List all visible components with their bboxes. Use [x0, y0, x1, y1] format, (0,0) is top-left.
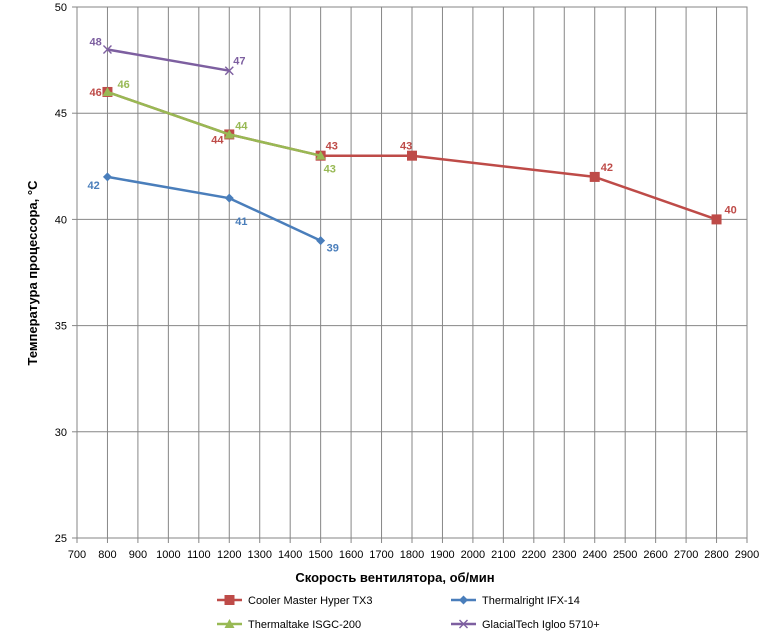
x-tick-label: 2300 — [552, 549, 576, 561]
legend-label: Thermalright IFX-14 — [482, 595, 580, 607]
data-label: 40 — [725, 204, 737, 216]
y-tick-label: 40 — [55, 214, 67, 226]
x-tick-label: 2400 — [582, 549, 606, 561]
x-tick-label: 2000 — [461, 549, 485, 561]
x-tick-label: 1600 — [339, 549, 363, 561]
x-tick-label: 800 — [98, 549, 116, 561]
legend-label: Thermaltake ISGC-200 — [248, 619, 361, 631]
data-point-marker — [711, 214, 722, 225]
data-point-marker — [224, 66, 234, 76]
data-label: 46 — [117, 79, 129, 91]
x-tick-label: 2200 — [522, 549, 546, 561]
x-tick-label: 1200 — [217, 549, 241, 561]
y-tick-label: 50 — [55, 2, 67, 14]
y-tick-label: 35 — [55, 321, 67, 333]
series-line — [107, 175, 322, 242]
legend-label: GlacialTech Igloo 5710+ — [482, 619, 600, 631]
x-tick-label: 1700 — [369, 549, 393, 561]
legend-marker — [459, 619, 468, 629]
legend-marker — [459, 595, 468, 605]
x-axis-title: Скорость вентилятора, об/мин — [295, 570, 494, 585]
data-label: 43 — [324, 164, 336, 176]
x-tick-label: 2700 — [674, 549, 698, 561]
data-label: 43 — [400, 141, 412, 153]
legend-marker — [224, 595, 235, 605]
x-tick-label: 1800 — [400, 549, 424, 561]
data-label: 41 — [235, 216, 247, 228]
legend-entry: Thermalright IFX-14 — [451, 595, 580, 607]
data-label: 43 — [326, 141, 338, 153]
x-tick-label: 1100 — [187, 549, 211, 561]
data-label: 42 — [87, 180, 99, 192]
data-label: 44 — [235, 120, 248, 132]
legend: Cooler Master Hyper TX3 Thermalright IFX-… — [217, 595, 600, 631]
data-label: 47 — [233, 56, 245, 68]
x-tick-label: 2800 — [704, 549, 728, 561]
data-label: 48 — [89, 36, 101, 48]
x-tick-label: 1900 — [430, 549, 454, 561]
legend-entry: Cooler Master Hyper TX3 — [217, 595, 373, 607]
axes: 700 800 900 1000 1100 1200 1300 1400 1500 1600 170… — [55, 2, 759, 561]
plot-area-border — [76, 6, 748, 539]
legend-marker — [224, 619, 235, 628]
legend-label: Cooler Master Hyper TX3 — [248, 595, 373, 607]
x-tick-label: 2500 — [613, 549, 637, 561]
x-tick-label: 2900 — [735, 549, 759, 561]
data-label: 46 — [89, 87, 101, 99]
marker-stroke — [459, 619, 468, 629]
data-point-marker — [589, 171, 600, 182]
x-tick-label: 1000 — [156, 549, 180, 561]
data-point-marker — [102, 172, 112, 182]
series-lines — [102, 44, 722, 246]
y-tick-label: 45 — [55, 108, 67, 120]
x-tick-label: 900 — [129, 549, 147, 561]
data-label: 44 — [211, 134, 224, 146]
data-point-marker — [102, 44, 112, 54]
data-labels: 46 44 43 43 42 40 42 41 39 46 44 43 48 47 — [87, 36, 736, 254]
data-point-marker — [224, 129, 235, 139]
data-point-marker — [102, 86, 113, 96]
data-point-marker — [316, 236, 326, 246]
x-tick-label: 1500 — [308, 549, 332, 561]
data-label: 42 — [601, 162, 613, 174]
data-point-marker — [224, 193, 234, 203]
marker-stroke — [102, 44, 112, 54]
series-line — [107, 48, 230, 72]
legend-entry: Thermaltake ISGC-200 — [217, 619, 361, 631]
data-point-marker — [407, 150, 417, 161]
y-axis-title: Температура процессора, °С — [25, 180, 40, 366]
y-tick-label: 25 — [55, 533, 67, 545]
marker-stroke — [224, 66, 234, 76]
legend-entry: GlacialTech Igloo 5710+ — [451, 619, 600, 631]
data-label: 39 — [327, 243, 339, 255]
x-tick-label: 700 — [68, 549, 86, 561]
y-tick-label: 30 — [55, 427, 67, 439]
x-tick-label: 1400 — [278, 549, 302, 561]
data-point-marker — [315, 150, 326, 160]
x-tick-label: 1300 — [247, 549, 271, 561]
x-tick-label: 2100 — [491, 549, 515, 561]
x-tick-label: 2600 — [643, 549, 667, 561]
grid — [76, 6, 748, 539]
